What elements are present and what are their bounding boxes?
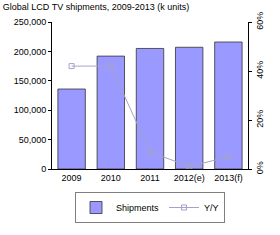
svg-text:20%: 20%	[255, 110, 265, 128]
svg-text:40%: 40%	[255, 61, 265, 79]
svg-text:2010: 2010	[101, 173, 121, 183]
svg-text:100,000: 100,000	[14, 105, 47, 115]
svg-text:2012(e): 2012(e)	[174, 173, 205, 183]
svg-text:Y/Y: Y/Y	[204, 203, 219, 213]
svg-text:150,000: 150,000	[14, 76, 47, 86]
svg-text:250,000: 250,000	[14, 17, 47, 27]
svg-text:0: 0	[41, 164, 46, 174]
svg-text:200,000: 200,000	[14, 47, 47, 57]
svg-text:50,000: 50,000	[19, 135, 47, 145]
svg-text:0%: 0%	[255, 161, 265, 174]
svg-text:60%: 60%	[255, 12, 265, 30]
svg-text:2013(f): 2013(f)	[214, 173, 243, 183]
svg-text:Shipments: Shipments	[116, 203, 159, 213]
svg-text:2011: 2011	[140, 173, 159, 183]
svg-text:Global LCD TV shipments, 2009-: Global LCD TV shipments, 2009-2013 (k un…	[3, 2, 189, 12]
svg-text:2009: 2009	[62, 173, 82, 183]
